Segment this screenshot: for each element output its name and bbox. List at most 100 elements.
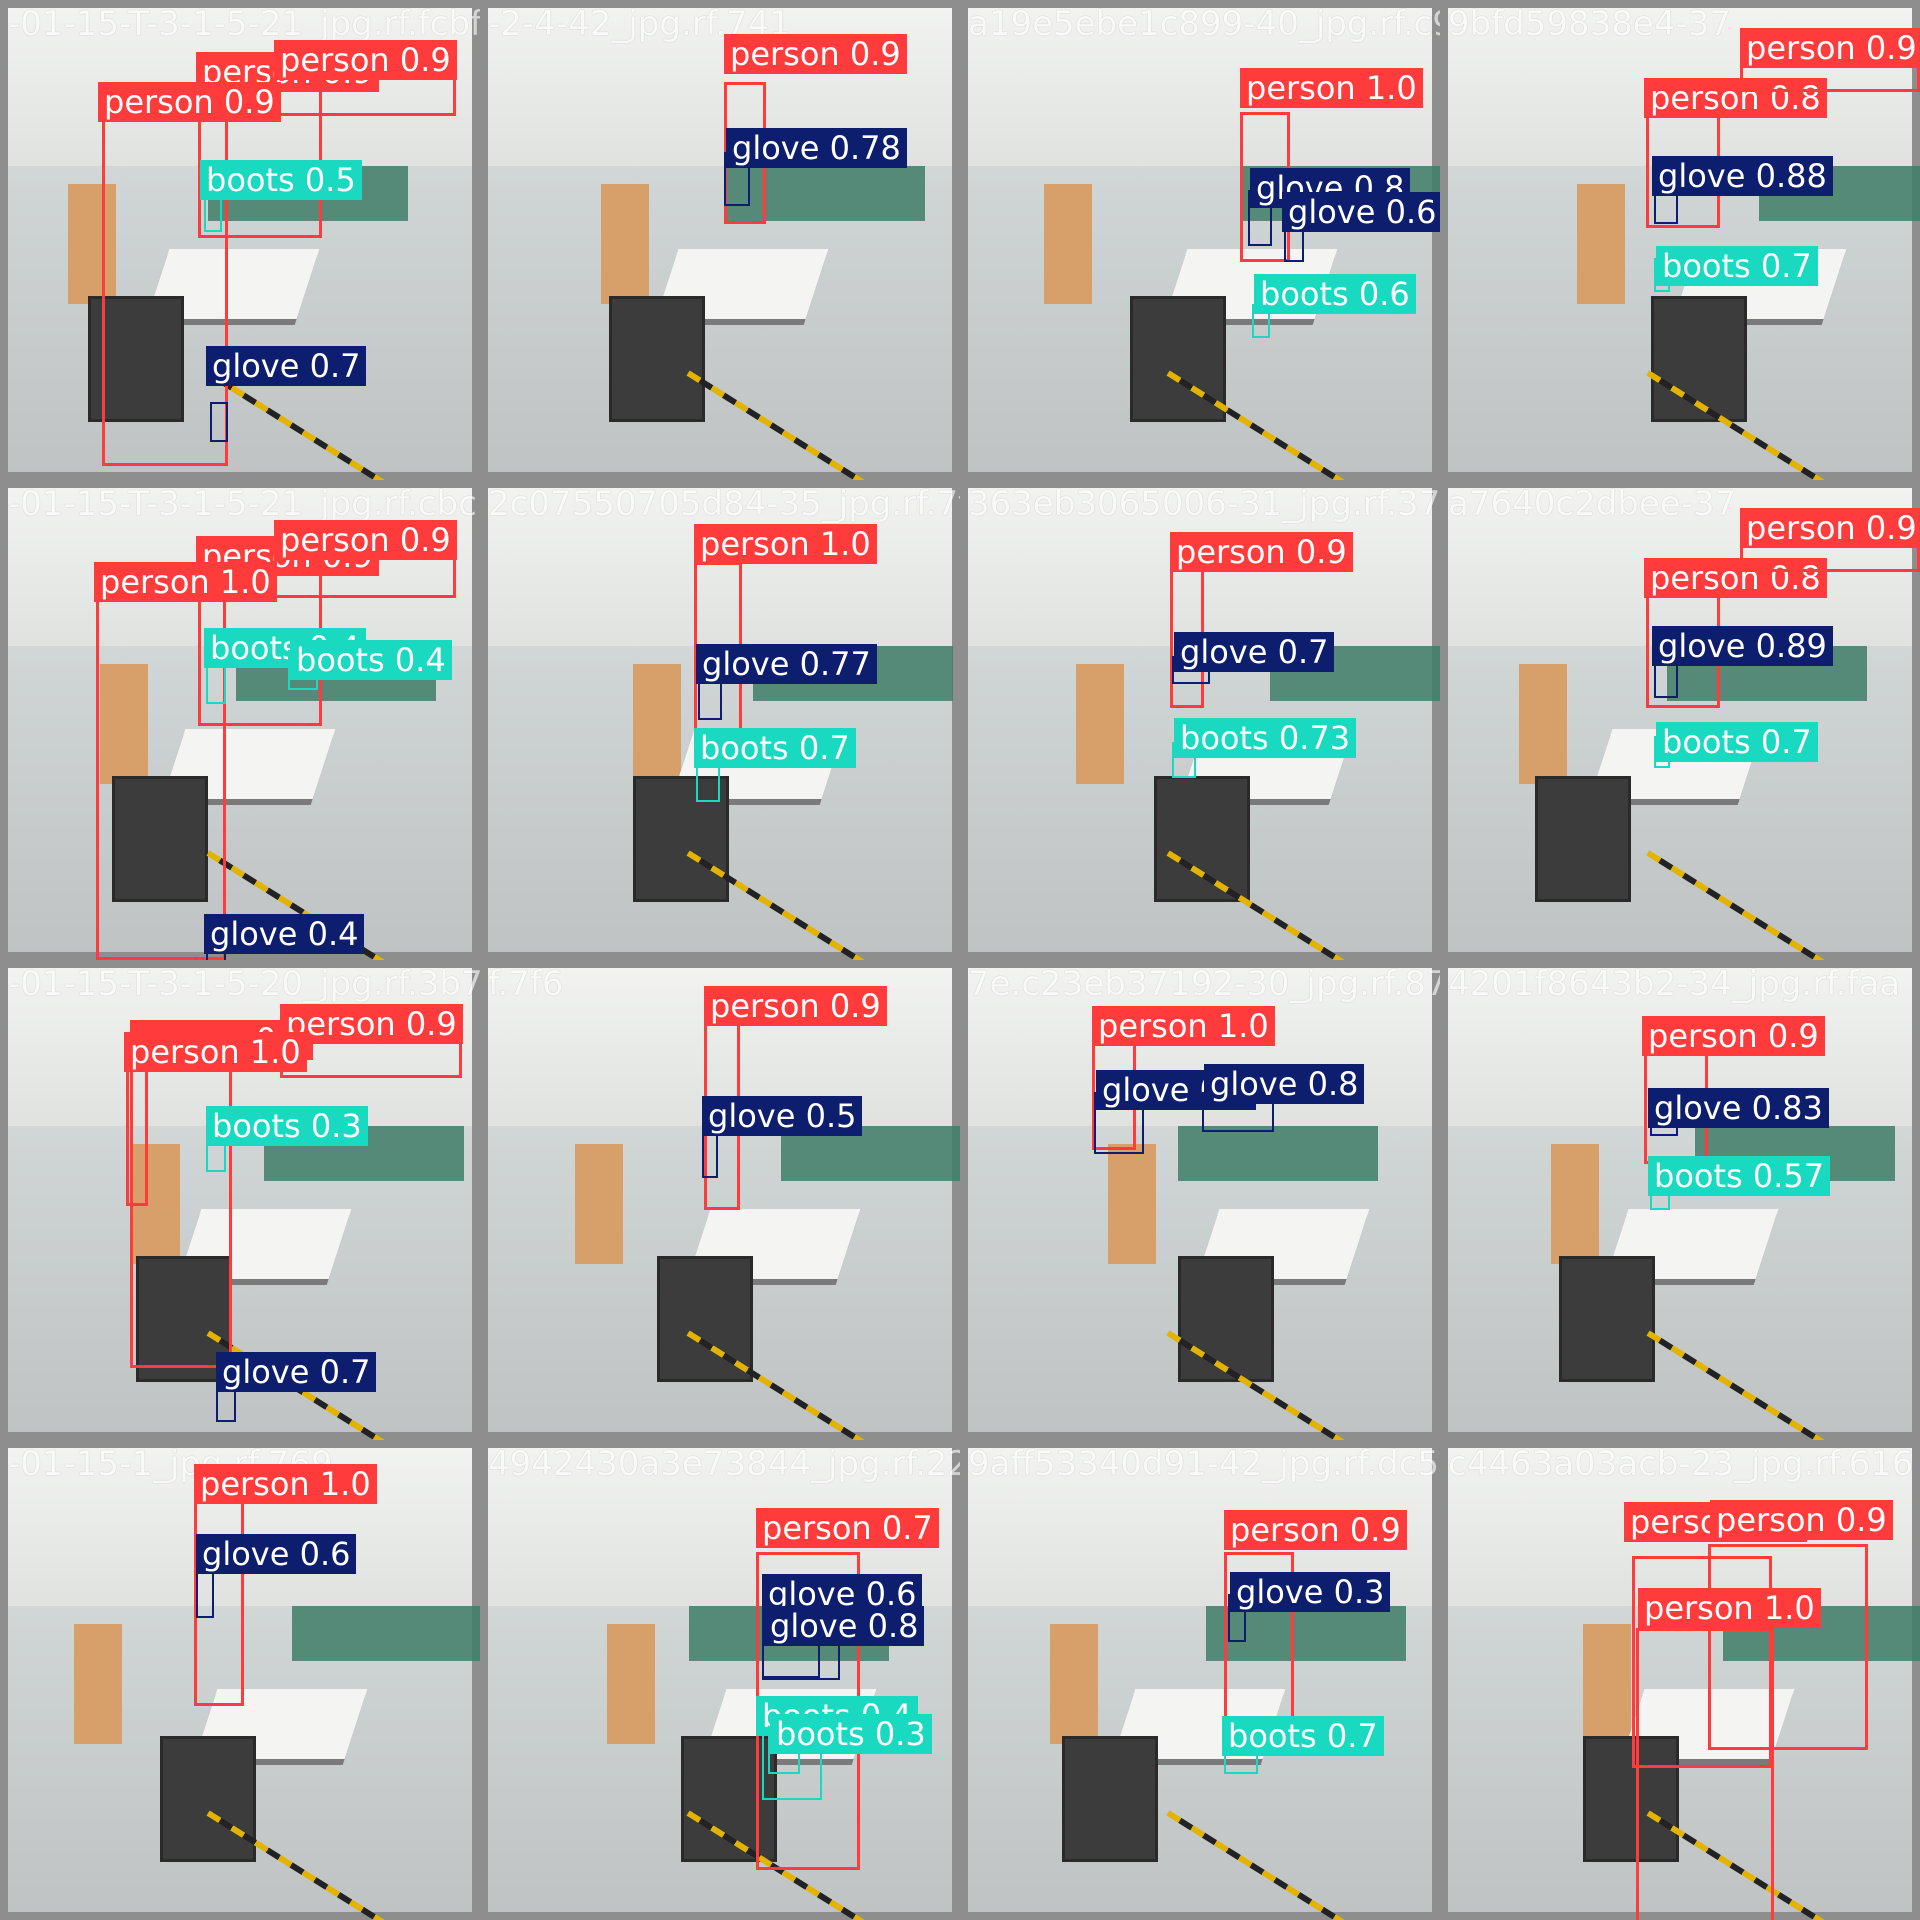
glove-detection-label: glove 0.78 (726, 128, 907, 168)
person-detection-label: person 0.9 (274, 520, 457, 560)
person-detection-label: person 1.0 (694, 524, 877, 564)
person-bounding-box (126, 1056, 148, 1206)
person-detection-label: person 0.7 (756, 1508, 939, 1548)
person-detection-label: person 1.0 (1240, 68, 1423, 108)
detection-tile: a19e5ebe1c899-40_jpg.rf.c9030person 1.0 g… (960, 0, 1440, 480)
black-cart (160, 1735, 256, 1862)
image-filename: c4463a03acb-23_jpg.rf.616 (1448, 1444, 1914, 1484)
yellow-floor-stripe (1646, 850, 1837, 960)
glove-detection-label: glove 0.5 (702, 1096, 863, 1136)
person-detection-label: person 0.9 (280, 1004, 463, 1044)
detection-tile: 9aff53340d91-42_jpg.rf.dc5a person 0.9 glo… (960, 1440, 1440, 1920)
glove-detection-label: glove 0.7 (1174, 632, 1335, 672)
boots-detection-label: boots 0.7 (1222, 1716, 1384, 1756)
person-bounding-box (1708, 1544, 1868, 1750)
black-cart (633, 775, 729, 902)
person-detection-label: person 0.9 (724, 34, 907, 74)
wooden-shelf (607, 1624, 655, 1745)
green-cubicle-panels (1178, 1125, 1378, 1182)
boots-detection-label: boots 0.73 (1174, 718, 1357, 758)
glove-detection-label: glove 0.88 (1652, 156, 1833, 196)
black-cart (1062, 1735, 1158, 1862)
detection-tile: 4201f8643b2-34_jpg.rf.faa person 0.9 glove… (1440, 960, 1920, 1440)
yellow-floor-stripe (1166, 370, 1357, 480)
image-filename: -01-15-T-3-1-5-20_jpg.rf.3b75d6bc (8, 964, 480, 1004)
person-detection-label: person 0.9 (1642, 1016, 1825, 1056)
boots-detection-label: boots 0.5 (200, 160, 362, 200)
wooden-shelf (575, 1144, 623, 1265)
yellow-floor-stripe (686, 1330, 877, 1440)
detection-tile: f.7f6 person 0.9 glove 0.5 (480, 960, 960, 1440)
glove-detection-label: glove 0.6 (196, 1534, 357, 1574)
black-cart (1559, 1255, 1655, 1382)
glove-detection-label: glove 0.77 (696, 644, 877, 684)
boots-detection-label: boots 0.6 (1254, 274, 1416, 314)
green-cubicle-panels (1206, 1605, 1406, 1662)
image-filename: f.7f6 (488, 964, 564, 1004)
person-detection-label: person 0.8 (1644, 78, 1827, 118)
person-detection-label: person 0.9 (1170, 532, 1353, 572)
boots-detection-label: boots 0.3 (206, 1106, 368, 1146)
image-filename: 4201f8643b2-34_jpg.rf.faa (1448, 964, 1901, 1004)
back-wall (488, 488, 952, 646)
image-filename: a7640c2dbee-37 (1448, 484, 1737, 524)
black-cart (1178, 1255, 1274, 1382)
image-filename: 363eb3065006-31_jpg.rf.3756 (968, 484, 1440, 524)
detection-tile: -2-4-42_jpg.rf.741 person 0.9 glove 0.78 (480, 0, 960, 480)
image-filename: 7e.c23eb37192-30_jpg.rf.87c0 (968, 964, 1440, 1004)
person-detection-label: person 1.0 (1092, 1006, 1275, 1046)
detection-tile: -01-15-1_jpg.rf.769 person 1.0 glove 0.6 (0, 1440, 480, 1920)
yellow-floor-stripe (1646, 1330, 1837, 1440)
person-detection-label: person 0.9 (1710, 1500, 1893, 1540)
wooden-shelf (1551, 1144, 1599, 1265)
black-cart (1154, 775, 1250, 902)
wooden-shelf (1577, 184, 1625, 305)
glove-detection-label: glove 0.8 (764, 1606, 925, 1646)
wooden-shelf (1583, 1624, 1631, 1745)
boots-detection-label: boots 0.4 (290, 640, 452, 680)
glove-detection-label: glove 0.7 (206, 346, 367, 386)
image-filename: 9bfd59838e4-37 (1448, 4, 1732, 44)
glove-detection-label: glove 0.8 (1204, 1064, 1365, 1104)
lab-scene-photo (8, 1448, 480, 1920)
detection-tile: a7640c2dbee-37 person 0.8 person 0.9 glove … (1440, 480, 1920, 960)
glove-detection-label: glove 0.6 (1282, 192, 1440, 232)
detection-tile: 2c07550705d84-35_jpg.rf.7f2 person 1.0 glo… (480, 480, 960, 960)
person-detection-label: person 1.0 (124, 1032, 307, 1072)
person-detection-label: person 0.9 (1224, 1510, 1407, 1550)
image-filename: 4942430a3e73844_jpg.rf.222 (488, 1444, 960, 1484)
wooden-shelf (100, 664, 148, 785)
black-cart (1583, 1735, 1679, 1862)
detection-tile: 7e.c23eb37192-30_jpg.rf.87c0 person 1.0 gl… (960, 960, 1440, 1440)
green-cubicle-panels (725, 165, 925, 222)
glove-bounding-box (698, 678, 722, 720)
boots-detection-label: boots 0.7 (1656, 246, 1818, 286)
detection-tile: 9bfd59838e4-37 person 0.8 person 0.9 glove … (1440, 0, 1920, 480)
wooden-shelf (1044, 184, 1092, 305)
glove-detection-label: glove 0.7 (216, 1352, 377, 1392)
yellow-floor-stripe (686, 850, 877, 960)
person-detection-label: person 0.9 (98, 82, 281, 122)
black-cart (609, 295, 705, 422)
boots-detection-label: boots 0.7 (694, 728, 856, 768)
glove-bounding-box (210, 402, 228, 442)
glove-detection-label: glove 0.89 (1652, 626, 1833, 666)
person-detection-label: person 1.0 (94, 562, 277, 602)
boots-detection-label: boots 0.7 (1656, 722, 1818, 762)
person-detection-label: person 1.0 (194, 1464, 377, 1504)
glove-detection-label: glove 0.4 (204, 914, 365, 954)
person-bounding-box (1636, 1628, 1774, 1920)
person-detection-label: person 0.9 (274, 40, 457, 80)
yellow-floor-stripe (1166, 1810, 1357, 1920)
wooden-shelf (68, 184, 116, 305)
person-detection-label: person 1.0 (1638, 1588, 1821, 1628)
image-filename: -01-15-T-3-1-5-21_jpg.rf.cbc (8, 484, 477, 524)
wooden-shelf (1108, 1144, 1156, 1265)
person-bounding-box (1632, 1556, 1772, 1768)
image-filename: 2c07550705d84-35_jpg.rf.7f2 (488, 484, 960, 524)
